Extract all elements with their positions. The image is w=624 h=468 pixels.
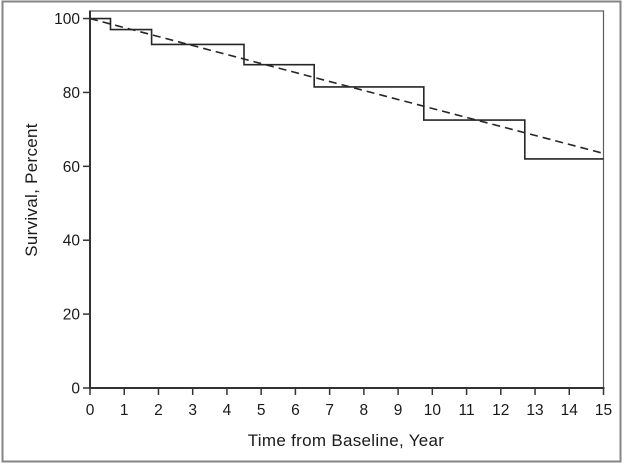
y-axis-title: Survival, Percent [22, 123, 41, 257]
x-axis-tick-label: 13 [526, 402, 543, 419]
x-axis-title: Time from Baseline, Year [248, 431, 445, 450]
y-axis-tick-label: 20 [63, 307, 81, 324]
y-axis-tick-label: 80 [63, 85, 81, 102]
y-axis-tick-label: 40 [63, 233, 81, 250]
y-axis-tick-label: 100 [54, 11, 80, 28]
x-axis-tick-label: 6 [291, 402, 300, 419]
x-axis-tick-label: 10 [424, 402, 442, 419]
y-axis-tick-label: 60 [63, 159, 81, 176]
x-axis-tick-label: 9 [394, 402, 403, 419]
plot-frame [90, 10, 605, 388]
dashed-trend-line [89, 17, 604, 155]
axes [89, 10, 605, 389]
y-axis-tick-label: 0 [71, 381, 80, 398]
x-axis-tick-label: 11 [459, 402, 475, 419]
x-axis-tick-label: 5 [257, 402, 266, 419]
km-step-curve [90, 17, 604, 160]
axis-ticks [83, 17, 605, 395]
x-axis-tick-label: 2 [154, 402, 163, 419]
x-axis-tick-label: 8 [360, 402, 369, 419]
x-axis-tick-label: 4 [223, 402, 232, 419]
x-axis-tick-label: 15 [595, 402, 612, 419]
x-axis-tick-label: 7 [325, 402, 334, 419]
x-axis-tick-label: 12 [492, 402, 509, 419]
chart-series [89, 17, 604, 160]
x-axis-tick-label: 14 [561, 402, 579, 419]
x-axis-tick-label: 3 [188, 402, 197, 419]
x-axis-tick-label: 1 [120, 402, 129, 419]
x-axis-tick-label: 0 [86, 402, 95, 419]
